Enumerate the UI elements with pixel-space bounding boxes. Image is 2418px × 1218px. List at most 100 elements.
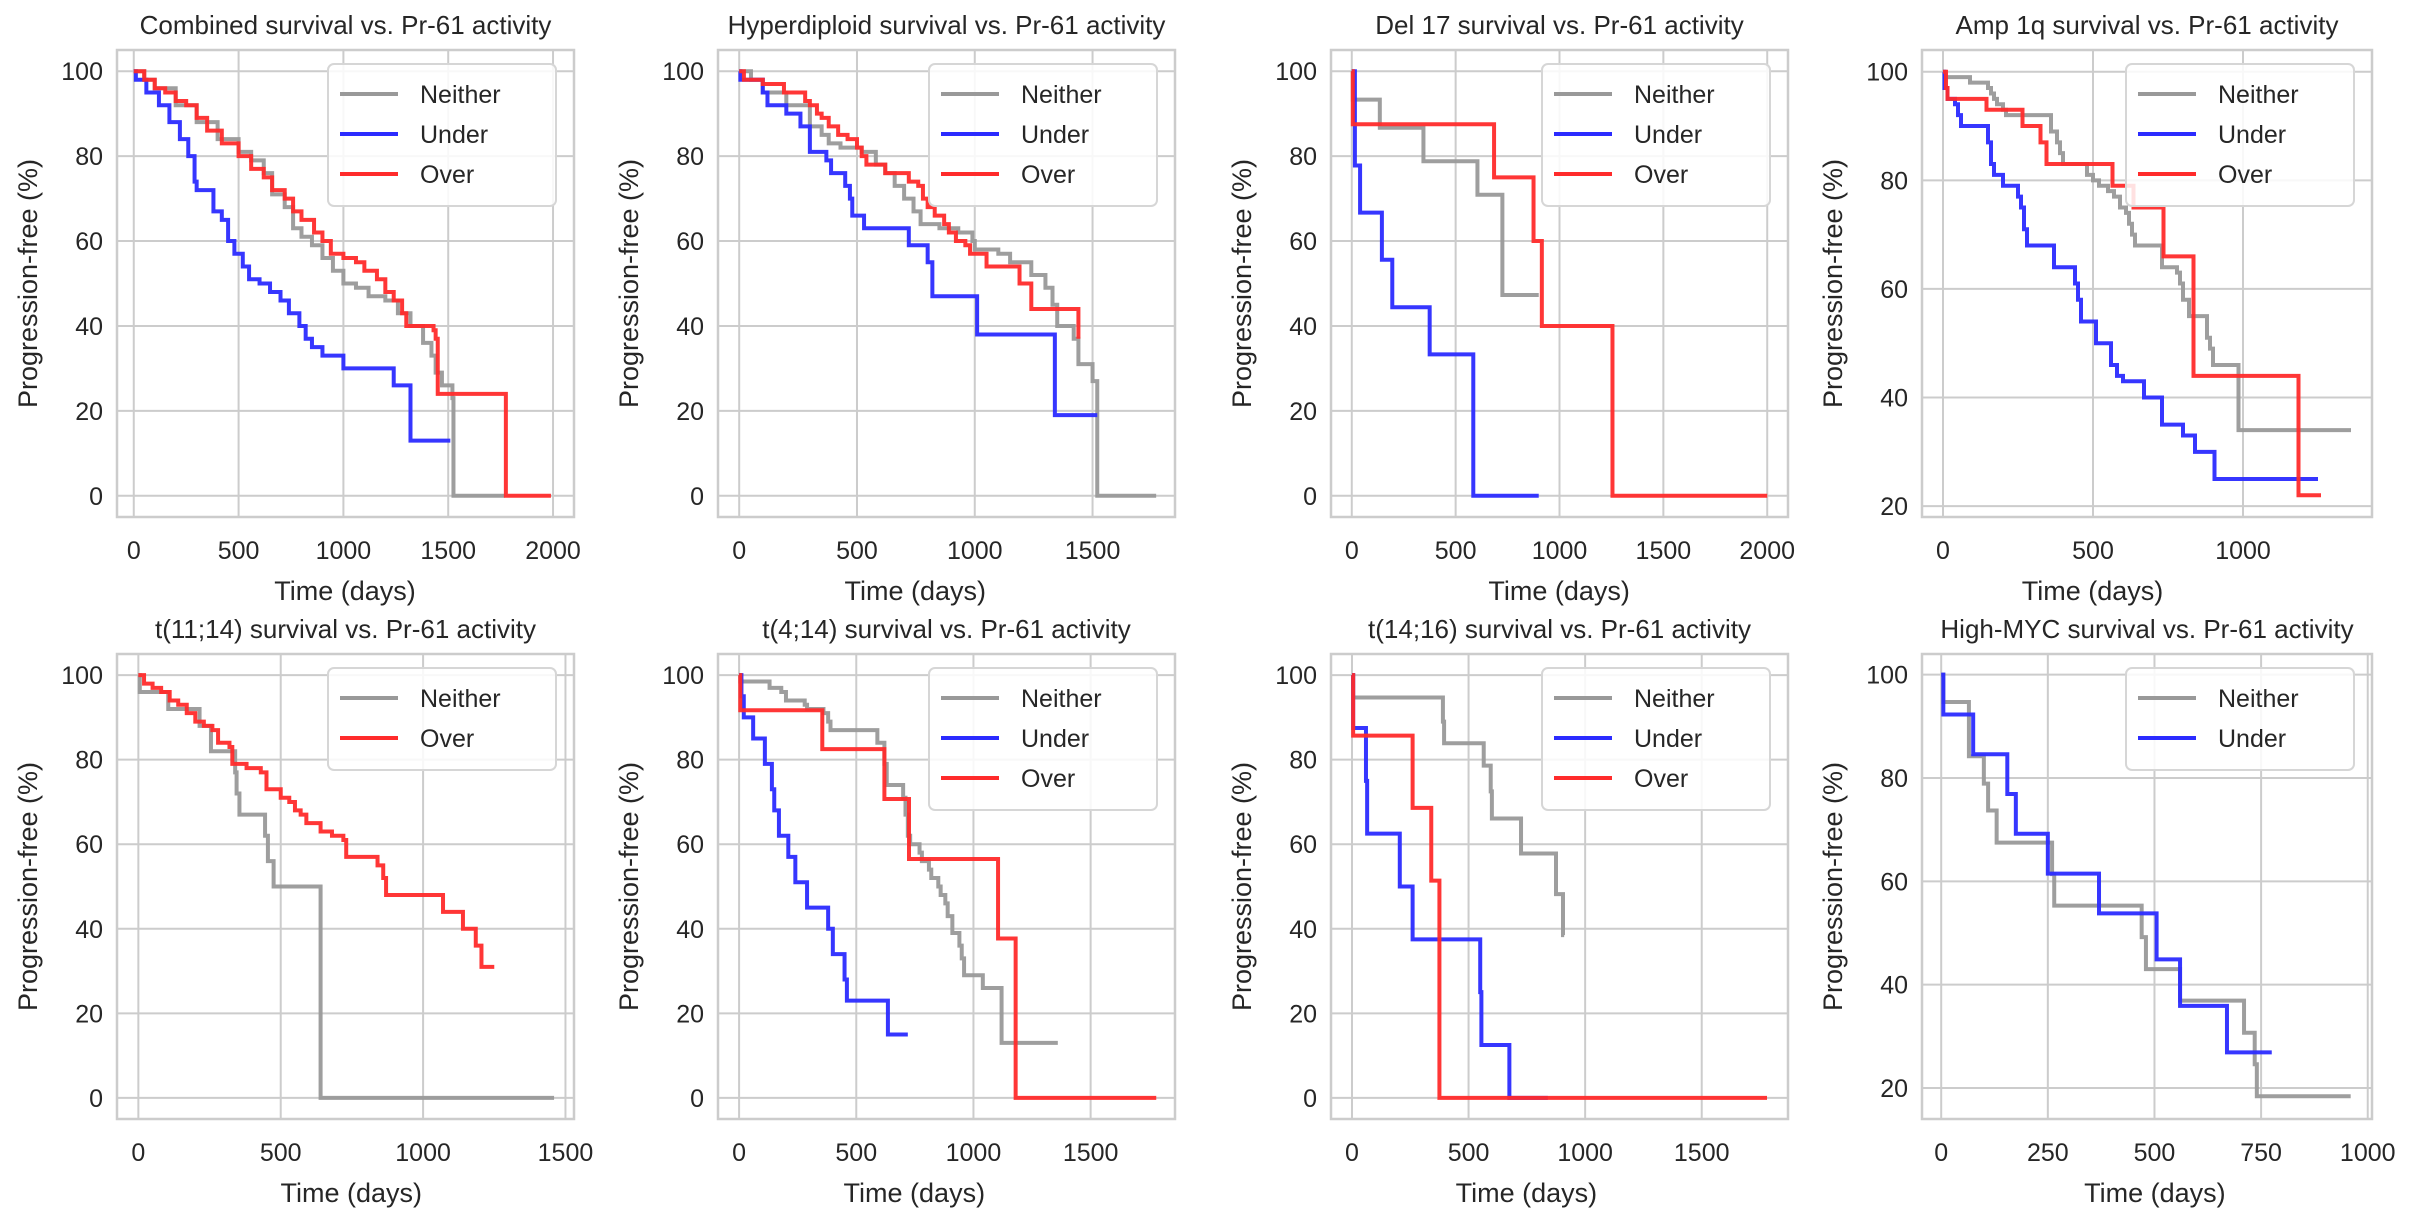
- x-tick-label: 500: [260, 1139, 302, 1167]
- x-tick-label: 1500: [1065, 537, 1121, 565]
- y-tick-label: 80: [1289, 143, 1317, 171]
- legend-label-over: Over: [420, 725, 474, 753]
- legend-box: [2125, 667, 2355, 771]
- legend-label-neither: Neither: [1021, 685, 1102, 713]
- axes-frame: [716, 652, 1177, 1121]
- y-tick-label: 0: [1303, 1085, 1317, 1113]
- x-tick-label: 1500: [1674, 1139, 1730, 1167]
- y-tick-label: 40: [1289, 916, 1317, 944]
- legend-label-neither: Neither: [1021, 81, 1102, 109]
- y-tick-label: 40: [75, 313, 103, 341]
- legend-label-neither: Neither: [2218, 81, 2299, 109]
- x-tick-label: 500: [2072, 537, 2114, 565]
- panel-amp-1q: 0 500 1000 20 40 60 80 100 Neither Under Over Amp 1…: [1818, 10, 2374, 606]
- y-tick-label: 100: [662, 662, 704, 690]
- y-tick-label: 40: [1880, 385, 1908, 413]
- x-tick-label: 0: [131, 1139, 145, 1167]
- x-tick-label: 2000: [1739, 537, 1795, 565]
- axes-frame: [1329, 48, 1790, 519]
- legend: Neither Under Over: [928, 667, 1158, 811]
- axes-frame: [115, 48, 576, 519]
- y-tick-label: 100: [61, 662, 103, 690]
- x-tick-label: 0: [1345, 1139, 1359, 1167]
- x-axis-label: Time (days): [280, 1178, 422, 1208]
- legend-box: [327, 63, 557, 207]
- y-axis-label: Progression-free (%): [13, 762, 43, 1011]
- series-line-neither: [137, 673, 555, 1100]
- x-tick-label: 1000: [947, 537, 1003, 565]
- x-tick-label: 0: [127, 537, 141, 565]
- x-axis-label: Time (days): [2084, 1178, 2226, 1208]
- y-tick-label: 80: [1880, 765, 1908, 793]
- x-tick-label: 1000: [2215, 537, 2271, 565]
- series-line-neither: [1941, 672, 2351, 1099]
- y-tick-label: 60: [75, 831, 103, 859]
- y-tick-label: 80: [75, 747, 103, 775]
- y-tick-label: 60: [676, 831, 704, 859]
- panel-t-4-14: 0 500 1000 1500 0 20 40 60 80 100 Neither Under Over…: [614, 614, 1177, 1208]
- x-axis-label: Time (days): [2022, 576, 2164, 606]
- x-tick-label: 0: [1934, 1139, 1948, 1167]
- series-line-over: [1350, 69, 1768, 498]
- legend-label-under: Under: [420, 121, 488, 149]
- legend-label-over: Over: [1021, 161, 1075, 189]
- x-tick-label: 1000: [946, 1139, 1002, 1167]
- chart-title: t(11;14) survival vs. Pr-61 activity: [155, 614, 536, 644]
- y-tick-label: 80: [1880, 167, 1908, 195]
- legend-label-neither: Neither: [1634, 81, 1715, 109]
- x-axis-label: Time (days): [1456, 1178, 1598, 1208]
- x-tick-label: 750: [2240, 1139, 2282, 1167]
- series-line-over: [133, 69, 551, 498]
- y-tick-label: 60: [1289, 831, 1317, 859]
- series-line-neither: [1350, 69, 1539, 297]
- legend-label-neither: Neither: [2218, 685, 2299, 713]
- x-axis-label: Time (days): [1488, 576, 1630, 606]
- legend-label-under: Under: [2218, 725, 2286, 753]
- x-tick-label: 500: [835, 1139, 877, 1167]
- series-line-under: [1941, 672, 2272, 1055]
- x-tick-label: 1500: [1636, 537, 1692, 565]
- series-line-under: [1351, 69, 1539, 498]
- legend-label-neither: Neither: [420, 685, 501, 713]
- y-tick-label: 60: [1880, 868, 1908, 896]
- y-axis-label: Progression-free (%): [614, 159, 644, 408]
- legend-label-under: Under: [1021, 121, 1089, 149]
- panel-t-14-16: 0 500 1000 1500 0 20 40 60 80 100 Neither Under Over…: [1227, 614, 1790, 1208]
- y-axis-label: Progression-free (%): [1227, 762, 1257, 1011]
- axes-frame: [1329, 652, 1790, 1121]
- y-tick-label: 100: [1275, 58, 1317, 86]
- x-tick-label: 500: [1448, 1139, 1490, 1167]
- series-line-over: [1943, 69, 2321, 498]
- series-line-over: [738, 673, 1157, 1100]
- y-tick-label: 20: [1880, 493, 1908, 521]
- chart-title: t(14;16) survival vs. Pr-61 activity: [1368, 614, 1751, 644]
- y-tick-label: 100: [662, 58, 704, 86]
- series-line-over: [1351, 673, 1768, 1100]
- y-tick-label: 80: [676, 143, 704, 171]
- y-tick-label: 60: [676, 228, 704, 256]
- chart-title: Del 17 survival vs. Pr-61 activity: [1375, 10, 1743, 40]
- legend-label-over: Over: [1634, 161, 1688, 189]
- series-line-neither: [739, 69, 1157, 498]
- series-line-under: [1942, 69, 2318, 481]
- x-tick-label: 500: [1435, 537, 1477, 565]
- y-tick-label: 100: [1275, 662, 1317, 690]
- x-tick-label: 0: [732, 1139, 746, 1167]
- legend-label-neither: Neither: [1634, 685, 1715, 713]
- x-tick-label: 250: [2027, 1139, 2069, 1167]
- y-tick-label: 60: [75, 228, 103, 256]
- legend-box: [1541, 667, 1771, 811]
- y-tick-label: 40: [1289, 313, 1317, 341]
- y-tick-label: 20: [75, 1000, 103, 1028]
- chart-title: Combined survival vs. Pr-61 activity: [140, 10, 552, 40]
- legend-label-under: Under: [1634, 121, 1702, 149]
- y-tick-label: 20: [1289, 1000, 1317, 1028]
- y-tick-label: 0: [690, 1085, 704, 1113]
- chart-title: High-MYC survival vs. Pr-61 activity: [1940, 614, 2353, 644]
- legend-box: [2125, 63, 2355, 207]
- y-tick-label: 40: [1880, 972, 1908, 1000]
- y-axis-label: Progression-free (%): [1227, 159, 1257, 408]
- y-tick-label: 60: [1880, 276, 1908, 304]
- y-tick-label: 100: [1866, 662, 1908, 690]
